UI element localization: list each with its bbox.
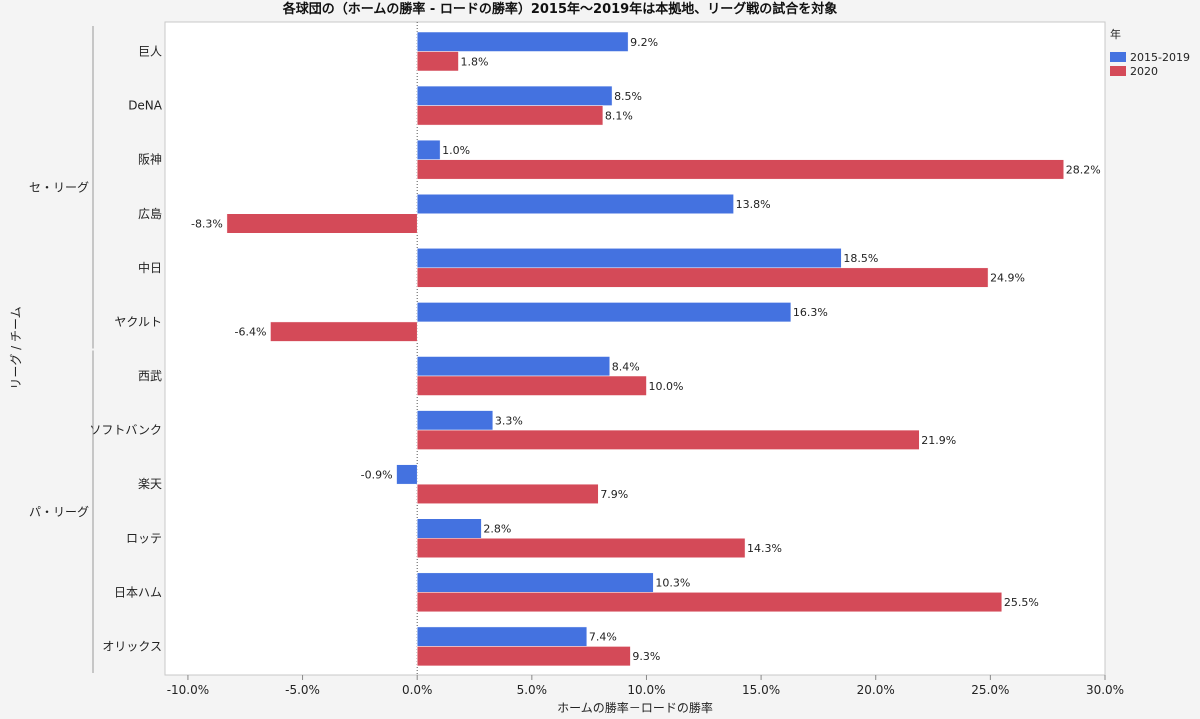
x-tick-label: 25.0% xyxy=(971,683,1009,697)
data-label: 9.2% xyxy=(630,36,658,49)
data-label: 18.5% xyxy=(843,252,878,265)
legend-entry: 2015-2019 xyxy=(1130,51,1190,64)
bar xyxy=(416,51,459,72)
bar xyxy=(416,302,792,323)
data-label: 13.8% xyxy=(736,198,771,211)
category-label: ヤクルト xyxy=(114,315,162,329)
data-label: 2.8% xyxy=(483,523,511,536)
y-axis-title: リーグ / チーム xyxy=(9,306,23,389)
bar xyxy=(416,518,482,539)
category-label: ソフトバンク xyxy=(89,423,162,437)
legend-swatch xyxy=(1110,66,1126,76)
x-tick-label: 20.0% xyxy=(857,683,895,697)
data-label: 9.3% xyxy=(632,650,660,663)
group-label: セ・リーグ xyxy=(29,180,89,194)
bar xyxy=(416,31,629,52)
data-label: 16.3% xyxy=(793,306,828,319)
bar xyxy=(416,538,746,558)
data-label: -6.4% xyxy=(235,326,267,339)
category-label: ロッテ xyxy=(126,531,162,545)
data-label: 14.3% xyxy=(747,542,782,555)
bar xyxy=(416,375,647,396)
data-label: 3.3% xyxy=(495,414,523,427)
x-tick-label: 30.0% xyxy=(1086,683,1124,697)
data-label: 25.5% xyxy=(1004,596,1039,609)
category-label: 日本ハム xyxy=(114,585,162,599)
bar xyxy=(416,626,588,647)
bar xyxy=(270,321,418,342)
bar xyxy=(416,572,654,593)
data-label: 8.4% xyxy=(612,360,640,373)
data-label: 7.4% xyxy=(589,631,617,644)
x-tick-label: 15.0% xyxy=(742,683,780,697)
data-label: 8.5% xyxy=(614,90,642,103)
x-tick-label: 0.0% xyxy=(402,683,433,697)
bar xyxy=(416,429,920,450)
data-label: 1.0% xyxy=(442,144,470,157)
data-label: 28.2% xyxy=(1066,163,1101,176)
bar xyxy=(416,483,599,504)
category-label: 中日 xyxy=(138,260,162,275)
category-label: 巨人 xyxy=(138,45,162,59)
category-label: オリックス xyxy=(102,639,162,653)
data-label: 8.1% xyxy=(605,109,633,122)
bar xyxy=(416,267,989,288)
x-tick-label: -5.0% xyxy=(285,683,320,697)
group-label: パ・リーグ xyxy=(29,505,89,519)
x-axis-title: ホームの勝率－ロードの勝率 xyxy=(557,700,713,715)
x-tick-label: 10.0% xyxy=(627,683,665,697)
bar xyxy=(416,139,441,160)
category-label: 西武 xyxy=(138,369,162,383)
data-label: 10.3% xyxy=(655,577,690,590)
chart-title: 各球団の（ホームの勝率 - ロードの勝率）2015年～2019年は本拠地、リーグ… xyxy=(282,1,837,17)
bar xyxy=(416,356,611,377)
plot-area xyxy=(164,21,1106,676)
legend-entry: 2020 xyxy=(1130,65,1158,78)
data-label: 1.8% xyxy=(460,55,488,68)
category-label: 阪神 xyxy=(138,153,162,167)
bar xyxy=(396,464,418,485)
category-label: DeNA xyxy=(128,99,163,113)
data-label: 21.9% xyxy=(921,434,956,447)
bar xyxy=(416,159,1064,180)
bar xyxy=(416,410,494,431)
data-label: -8.3% xyxy=(191,218,223,231)
bar xyxy=(416,85,613,106)
data-label: 10.0% xyxy=(648,380,683,393)
category-label: 楽天 xyxy=(138,477,162,491)
data-label: -0.9% xyxy=(361,468,393,481)
bar xyxy=(416,194,734,214)
bar xyxy=(416,592,1003,613)
x-tick-label: -10.0% xyxy=(167,683,209,697)
legend-swatch xyxy=(1110,52,1126,62)
bar xyxy=(226,213,418,234)
bar xyxy=(416,248,842,269)
bar xyxy=(416,105,604,126)
bar xyxy=(416,646,631,667)
legend-title: 年 xyxy=(1110,27,1121,41)
x-tick-label: 5.0% xyxy=(517,683,548,697)
category-label: 広島 xyxy=(138,206,162,221)
data-label: 24.9% xyxy=(990,272,1025,285)
data-label: 7.9% xyxy=(600,488,628,501)
